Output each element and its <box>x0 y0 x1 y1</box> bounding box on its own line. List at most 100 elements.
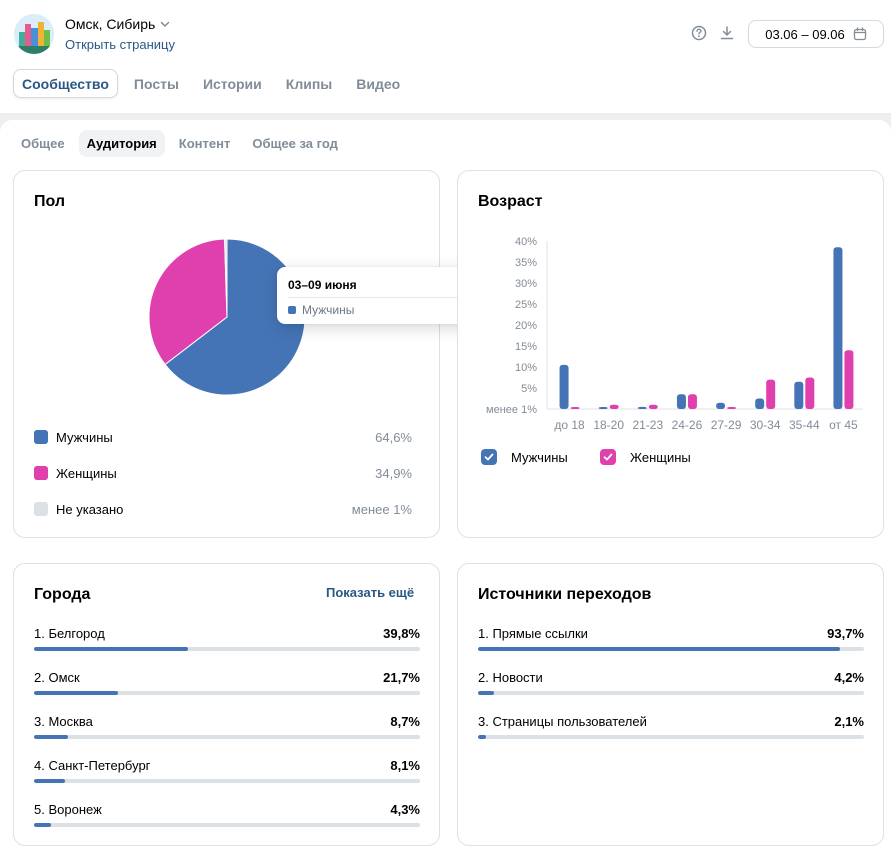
age-legend-female[interactable]: Женщины <box>600 449 691 465</box>
age-bar-female[interactable] <box>727 407 737 409</box>
age-bar-female[interactable] <box>687 394 697 409</box>
community-name[interactable]: Омск, Сибирь <box>65 16 171 32</box>
tab-video[interactable]: Видео <box>356 75 401 92</box>
x-tick-label: 24-26 <box>672 418 703 432</box>
pie-slice-1[interactable] <box>148 238 228 366</box>
source-progress-fill <box>478 647 840 651</box>
legend-label-unknown: Не указано <box>56 501 124 517</box>
age-legend-male[interactable]: Мужчины <box>481 449 568 465</box>
age-bar-female[interactable] <box>844 350 854 409</box>
tooltip-title: 03–09 июня <box>288 278 357 292</box>
legend-swatch-male <box>34 430 48 444</box>
tab-clips[interactable]: Клипы <box>285 75 333 92</box>
checkbox-female-icon[interactable] <box>600 449 616 465</box>
city-progress-fill <box>34 779 66 783</box>
age-bar-chart[interactable]: 40% 35% 30% 25% 20% 15% 10% 5% менее 1% до 18 18-2… <box>458 231 885 441</box>
tooltip-label: Мужчины <box>302 303 355 317</box>
community-avatar[interactable] <box>14 14 54 54</box>
date-range-picker[interactable]: 03.06 – 09.06 <box>748 20 884 48</box>
source-progress-fill <box>478 691 495 695</box>
x-tick-label: до 18 <box>554 418 585 432</box>
subtab-content[interactable]: Контент <box>178 136 231 151</box>
sub-tabs: Общее Аудитория Контент Общее за год <box>13 130 352 157</box>
date-range-label: 03.06 – 09.06 <box>765 26 845 42</box>
city-progress-fill <box>34 735 68 739</box>
city-progress-fill <box>34 691 118 695</box>
y-tick-label: 40% <box>515 236 537 248</box>
age-bar-male[interactable] <box>833 247 843 409</box>
calendar-icon <box>853 27 866 41</box>
city-row: 1. Белгород 39,8% <box>34 623 420 643</box>
age-bar-female[interactable] <box>570 407 580 409</box>
source-value: 4,2% <box>834 669 864 685</box>
source-row: 2. Новости 4,2% <box>478 667 864 687</box>
city-skyline-icon <box>14 14 54 54</box>
city-progress-bar <box>34 823 420 827</box>
gender-card: Пол 03–09 июня Мужчины 124 Мужчины 64,6%… <box>13 170 551 538</box>
x-tick-label: 35-44 <box>789 418 820 432</box>
y-tick-label: 15% <box>515 341 537 353</box>
x-tick-label: 30-34 <box>750 418 781 432</box>
age-title: Возраст <box>478 193 543 210</box>
cities-card: Города Показать ещё 1. Белгород 39,8% 2. О… <box>13 563 440 846</box>
age-bar-male[interactable] <box>637 406 647 409</box>
subtab-audience[interactable]: Аудитория <box>78 130 165 157</box>
help-icon[interactable] <box>690 24 708 42</box>
sources-title: Источники переходов <box>478 586 652 603</box>
age-bar-female[interactable] <box>766 379 776 409</box>
source-name: 2. Новости <box>478 669 543 685</box>
age-bar-male[interactable] <box>794 381 804 409</box>
legend-row-female: Женщины 34,9% <box>34 463 412 483</box>
city-value: 4,3% <box>390 801 420 817</box>
checkbox-male-icon[interactable] <box>481 449 497 465</box>
city-name: 3. Москва <box>34 713 93 729</box>
age-bar-female[interactable] <box>648 404 658 409</box>
legend-value-unknown: менее 1% <box>351 501 412 517</box>
city-value: 21,7% <box>383 669 420 685</box>
page-header: Омск, Сибирь Открыть страницу 03.06 – 09… <box>0 0 891 113</box>
source-name: 1. Прямые ссылки <box>478 625 588 641</box>
tab-community[interactable]: Сообщество <box>13 69 118 98</box>
city-name: 2. Омск <box>34 669 80 685</box>
age-bar-female[interactable] <box>609 404 619 409</box>
tab-posts[interactable]: Посты <box>133 75 179 92</box>
download-icon[interactable] <box>718 24 736 42</box>
open-page-link[interactable]: Открыть страницу <box>65 37 175 52</box>
age-card: Возраст 40% 35% 30% 25% 20% 15% 10% 5% менее 1% д… <box>457 170 884 538</box>
age-bar-male[interactable] <box>716 402 726 409</box>
age-bar-male[interactable] <box>598 407 608 409</box>
gender-pie-chart[interactable] <box>14 231 441 431</box>
source-progress-bar <box>478 735 864 739</box>
source-progress-fill <box>478 735 487 739</box>
cities-title: Города <box>34 586 91 603</box>
tooltip-divider <box>288 297 540 298</box>
pie-slice-2[interactable] <box>224 238 228 318</box>
legend-label-female: Женщины <box>56 465 117 481</box>
legend-row-unknown: Не указано менее 1% <box>34 499 412 519</box>
y-tick-label: 30% <box>515 278 537 290</box>
chevron-down-icon <box>161 21 170 28</box>
legend-label-male: Мужчины <box>56 429 113 445</box>
city-row: 5. Воронеж 4,3% <box>34 799 420 819</box>
city-progress-fill <box>34 823 51 827</box>
pie-slice-0[interactable] <box>164 238 306 396</box>
y-tick-label: 35% <box>515 257 537 269</box>
city-name: 4. Санкт-Петербург <box>34 757 151 773</box>
age-bar-male[interactable] <box>676 394 686 409</box>
age-bar-female[interactable] <box>805 377 815 410</box>
tooltip-swatch <box>288 306 296 314</box>
y-tick-label: 5% <box>521 383 537 395</box>
legend-value-male: 64,6% <box>375 429 412 445</box>
city-row: 2. Омск 21,7% <box>34 667 420 687</box>
subtab-general[interactable]: Общее <box>21 136 65 151</box>
show-more-link[interactable]: Показать ещё <box>326 585 415 600</box>
legend-swatch-unknown <box>34 502 48 516</box>
age-legend-male-label: Мужчины <box>511 449 568 465</box>
gender-title: Пол <box>34 193 66 210</box>
subtab-yearly[interactable]: Общее за год <box>252 136 338 151</box>
tab-stories[interactable]: Истории <box>202 75 262 92</box>
age-legend-female-label: Женщины <box>630 449 691 465</box>
age-bar-male[interactable] <box>755 398 765 410</box>
city-row: 4. Санкт-Петербург 8,1% <box>34 755 420 775</box>
age-bar-male[interactable] <box>559 364 569 409</box>
